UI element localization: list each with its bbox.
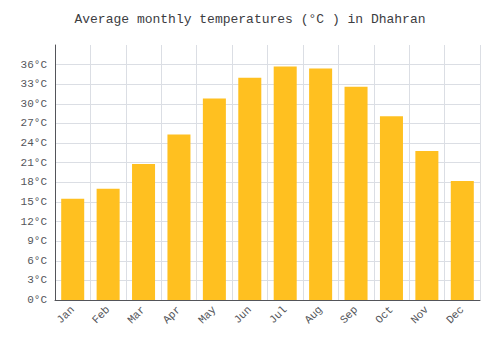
svg-text:Jan: Jan	[54, 304, 76, 326]
svg-text:Jul: Jul	[267, 304, 289, 326]
svg-text:3°C: 3°C	[27, 274, 47, 286]
svg-text:Apr: Apr	[161, 304, 183, 326]
svg-text:24°C: 24°C	[21, 137, 48, 149]
svg-text:33°C: 33°C	[21, 78, 48, 90]
svg-text:36°C: 36°C	[21, 59, 48, 71]
svg-text:21°C: 21°C	[21, 157, 48, 169]
svg-text:Dec: Dec	[444, 304, 466, 326]
svg-text:30°C: 30°C	[21, 98, 48, 110]
svg-text:Feb: Feb	[90, 304, 112, 326]
svg-text:27°C: 27°C	[21, 117, 48, 129]
svg-text:May: May	[196, 303, 219, 326]
svg-text:Average monthly temperatures (: Average monthly temperatures (°C ) in Dh…	[74, 12, 425, 27]
svg-text:0°C: 0°C	[27, 294, 47, 306]
svg-text:6°C: 6°C	[27, 255, 47, 267]
svg-text:12°C: 12°C	[21, 216, 48, 228]
svg-text:18°C: 18°C	[21, 176, 48, 188]
svg-text:Nov: Nov	[409, 303, 432, 326]
svg-text:Aug: Aug	[302, 304, 324, 326]
svg-text:15°C: 15°C	[21, 196, 48, 208]
svg-text:Sep: Sep	[338, 304, 360, 326]
svg-text:Mar: Mar	[125, 304, 147, 326]
svg-text:Oct: Oct	[373, 304, 395, 326]
svg-text:Jun: Jun	[232, 304, 254, 326]
svg-text:9°C: 9°C	[27, 235, 47, 247]
